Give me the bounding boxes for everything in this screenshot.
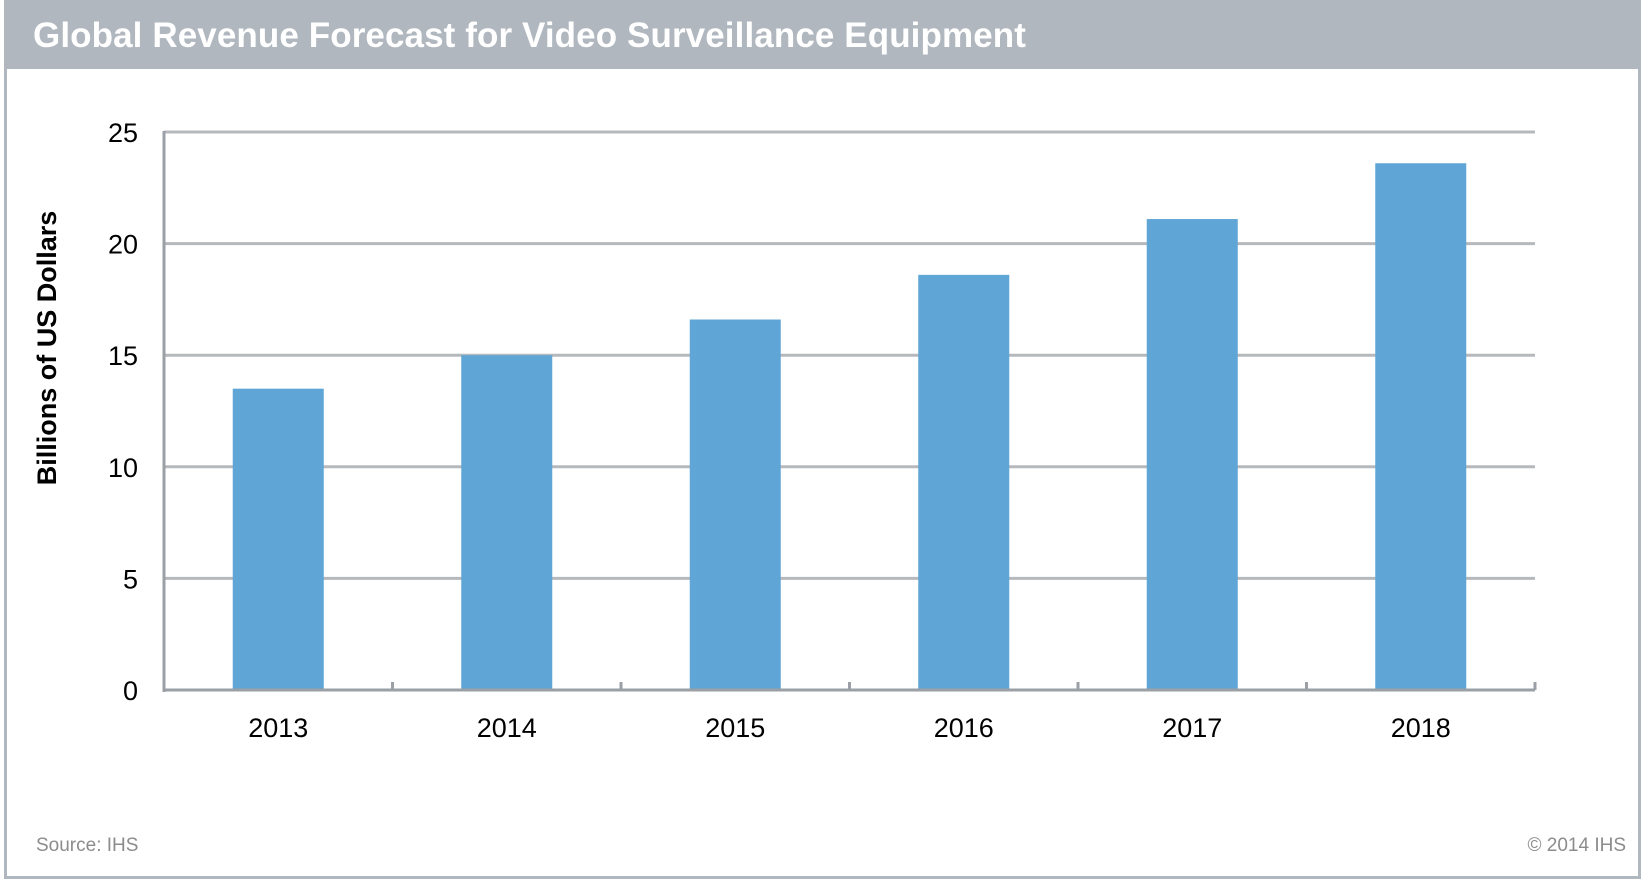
x-tick-label: 2014: [477, 713, 537, 743]
bar-2015: [689, 319, 781, 690]
copyright-note: © 2014 IHS: [1527, 835, 1627, 856]
axes: [162, 131, 1537, 692]
x-tick-label: 2017: [1162, 713, 1222, 743]
y-tick-label: 5: [123, 564, 138, 594]
y-tick-label: 10: [108, 453, 138, 483]
x-tick-label: 2013: [248, 713, 308, 743]
x-tick-label: 2016: [934, 713, 994, 743]
bar-2018: [1375, 163, 1467, 691]
title-bar: Global Revenue Forecast for Video Survei…: [7, 3, 1638, 69]
chart-title: Global Revenue Forecast for Video Survei…: [33, 16, 1026, 55]
source-note: Source: IHS: [36, 835, 139, 856]
bars: [232, 163, 1467, 691]
x-tick-label: 2015: [705, 713, 765, 743]
gridlines: [164, 130, 1535, 580]
bar-2013: [232, 388, 324, 690]
bar-2016: [918, 274, 1010, 690]
x-tick-label: 2018: [1391, 713, 1451, 743]
y-tick-label: 20: [108, 230, 138, 260]
y-tick-label: 15: [108, 341, 138, 371]
bar-2017: [1146, 219, 1238, 690]
y-tick-label: 25: [108, 118, 138, 148]
y-axis-label: Billions of US Dollars: [32, 211, 62, 486]
bar-2014: [461, 355, 553, 690]
y-tick-label: 0: [123, 676, 138, 706]
tick-labels: 0 5 10 15 20 25 2013 2014 2015 2016 2017 2018: [108, 118, 1451, 743]
